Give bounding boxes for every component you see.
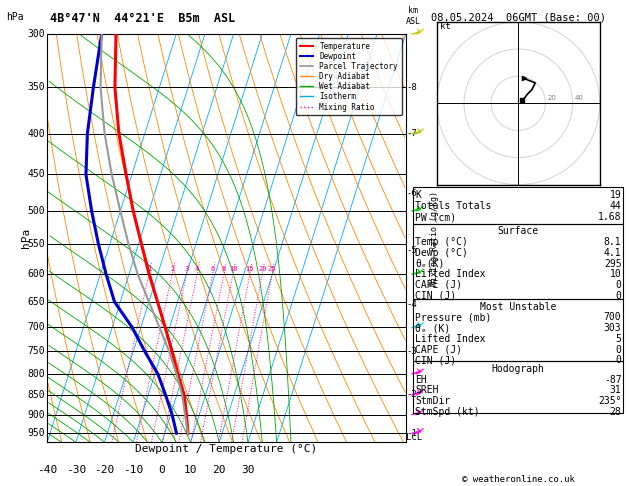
Text: CAPE (J): CAPE (J) [415, 280, 462, 290]
Text: © weatheronline.co.uk: © weatheronline.co.uk [462, 474, 575, 484]
Text: 5: 5 [616, 334, 621, 344]
Text: hPa: hPa [21, 228, 31, 248]
Text: 4.1: 4.1 [604, 248, 621, 258]
Text: PW (cm): PW (cm) [415, 212, 456, 223]
Text: 700: 700 [28, 323, 45, 332]
Text: Hodograph: Hodograph [492, 364, 545, 374]
Text: Lifted Index: Lifted Index [415, 334, 486, 344]
Text: 295: 295 [604, 259, 621, 269]
Text: 750: 750 [28, 347, 45, 356]
Text: -7: -7 [406, 129, 417, 138]
Text: 4B°47'N  44°21'E  B5m  ASL: 4B°47'N 44°21'E B5m ASL [50, 12, 236, 25]
Text: 500: 500 [28, 206, 45, 216]
Text: 2: 2 [170, 266, 174, 272]
Text: 40: 40 [575, 95, 584, 101]
Text: CAPE (J): CAPE (J) [415, 345, 462, 355]
Text: 3: 3 [184, 266, 189, 272]
Text: -30: -30 [66, 465, 86, 475]
X-axis label: Dewpoint / Temperature (°C): Dewpoint / Temperature (°C) [135, 444, 318, 453]
Text: 0: 0 [616, 291, 621, 301]
Text: -8: -8 [406, 83, 417, 92]
Text: 30: 30 [241, 465, 255, 475]
Text: 650: 650 [28, 297, 45, 307]
Text: 28: 28 [610, 407, 621, 417]
Text: -20: -20 [94, 465, 114, 475]
Text: 15: 15 [245, 266, 254, 272]
Text: -2: -2 [406, 390, 417, 399]
Text: 950: 950 [28, 428, 45, 438]
Text: -87: -87 [604, 375, 621, 385]
Text: 10: 10 [610, 269, 621, 279]
Text: Temp (°C): Temp (°C) [415, 237, 468, 247]
Text: 10: 10 [184, 465, 198, 475]
Text: 400: 400 [28, 129, 45, 139]
Text: CIN (J): CIN (J) [415, 355, 456, 365]
Text: 850: 850 [28, 390, 45, 400]
Text: 8: 8 [222, 266, 226, 272]
Text: 1.68: 1.68 [598, 212, 621, 223]
Text: θₑ(K): θₑ(K) [415, 259, 445, 269]
Text: 4: 4 [195, 266, 199, 272]
Text: SREH: SREH [415, 385, 438, 396]
Text: 6: 6 [211, 266, 214, 272]
Text: 550: 550 [28, 239, 45, 249]
Text: -4: -4 [406, 300, 417, 309]
Text: 31: 31 [610, 385, 621, 396]
Text: 350: 350 [28, 83, 45, 92]
Text: Totals Totals: Totals Totals [415, 201, 491, 211]
Text: 600: 600 [28, 269, 45, 279]
Text: 1: 1 [147, 266, 151, 272]
Text: hPa: hPa [6, 12, 24, 22]
Legend: Temperature, Dewpoint, Parcel Trajectory, Dry Adiabat, Wet Adiabat, Isotherm, Mi: Temperature, Dewpoint, Parcel Trajectory… [296, 38, 402, 115]
Text: Most Unstable: Most Unstable [480, 302, 557, 312]
Text: 303: 303 [604, 323, 621, 333]
Text: 450: 450 [28, 170, 45, 179]
Text: 900: 900 [28, 410, 45, 419]
Text: Dewp (°C): Dewp (°C) [415, 248, 468, 258]
Text: 20: 20 [547, 95, 556, 101]
Text: Lifted Index: Lifted Index [415, 269, 486, 279]
Text: 0: 0 [616, 355, 621, 365]
Text: -40: -40 [37, 465, 57, 475]
Text: 8.1: 8.1 [604, 237, 621, 247]
Text: LCL: LCL [406, 434, 423, 442]
Text: 300: 300 [28, 29, 45, 39]
Text: CIN (J): CIN (J) [415, 291, 456, 301]
Text: -1: -1 [406, 429, 417, 438]
Text: 10: 10 [229, 266, 237, 272]
Text: 20: 20 [213, 465, 226, 475]
Text: EH: EH [415, 375, 427, 385]
Text: θₑ (K): θₑ (K) [415, 323, 450, 333]
Text: 0: 0 [616, 345, 621, 355]
Text: 235°: 235° [598, 396, 621, 406]
Text: 700: 700 [604, 312, 621, 323]
Text: 08.05.2024  06GMT (Base: 00): 08.05.2024 06GMT (Base: 00) [431, 12, 606, 22]
Text: kt: kt [440, 22, 451, 31]
Text: km
ASL: km ASL [405, 6, 420, 26]
Text: -5: -5 [406, 246, 417, 255]
Text: 0: 0 [616, 280, 621, 290]
Text: 800: 800 [28, 369, 45, 379]
Text: -3: -3 [406, 347, 417, 356]
Text: Mixing Ratio (g/kg): Mixing Ratio (g/kg) [430, 191, 439, 286]
Text: 0: 0 [159, 465, 165, 475]
Text: Pressure (mb): Pressure (mb) [415, 312, 491, 323]
Text: 19: 19 [610, 190, 621, 200]
Text: 25: 25 [268, 266, 276, 272]
Text: -6: -6 [406, 189, 417, 198]
Text: 44: 44 [610, 201, 621, 211]
Text: Surface: Surface [498, 226, 539, 237]
Text: K: K [415, 190, 421, 200]
Text: 20: 20 [258, 266, 267, 272]
Text: -10: -10 [123, 465, 143, 475]
Text: StmSpd (kt): StmSpd (kt) [415, 407, 480, 417]
Text: StmDir: StmDir [415, 396, 450, 406]
